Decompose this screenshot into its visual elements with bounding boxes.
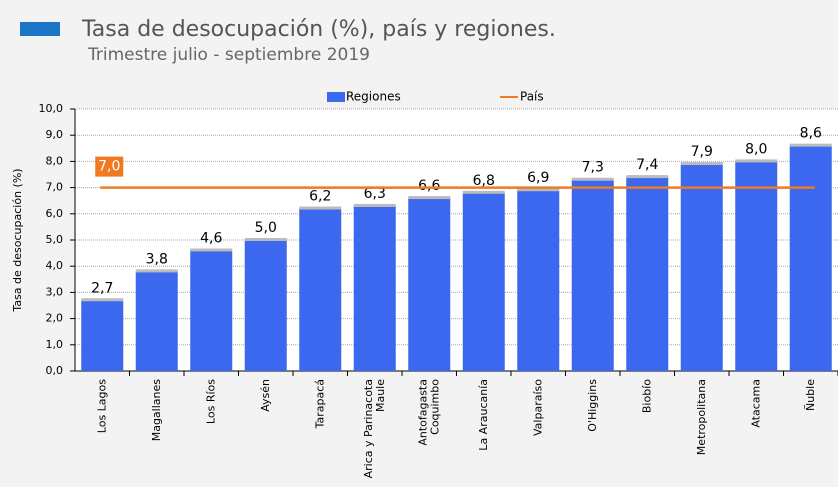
bar-highlight <box>680 162 723 166</box>
title-icon <box>20 22 60 36</box>
bar-highlight <box>190 248 233 252</box>
bar <box>789 145 832 371</box>
bar <box>135 271 178 371</box>
y-tick-label: 4,0 <box>46 259 64 272</box>
legend-label: Regiones <box>346 90 401 104</box>
x-tick-label: Coquimbo <box>428 379 441 435</box>
x-tick-label: Los Lagos <box>95 379 108 433</box>
bar-highlight <box>626 175 669 179</box>
value-label: 7,9 <box>691 144 713 160</box>
bar <box>81 300 124 371</box>
x-tick-label: Arica y Parinacota <box>362 379 375 478</box>
x-tick-label: La Araucanía <box>477 379 490 451</box>
y-tick-label: 3,0 <box>46 285 64 298</box>
x-tick-label: Aysén <box>259 379 272 412</box>
bar-highlight <box>81 298 124 302</box>
bar <box>680 164 723 371</box>
bar <box>735 161 778 371</box>
value-label: 7,4 <box>636 157 658 173</box>
y-tick-label: 8,0 <box>46 154 64 167</box>
bar-highlight <box>571 177 614 181</box>
x-tick-label: Atacama <box>749 379 762 428</box>
value-label: 3,8 <box>146 251 168 267</box>
bar <box>626 177 669 371</box>
bar <box>190 250 233 371</box>
bar <box>462 192 505 371</box>
x-tick-label: Valparaíso <box>531 379 544 436</box>
bar-highlight <box>244 238 287 241</box>
x-tick-label: Antofagasta <box>416 379 429 446</box>
bar <box>408 198 451 371</box>
reference-label-box <box>95 156 124 177</box>
bar-highlight <box>299 206 342 210</box>
chart-subtitle: Trimestre julio - septiembre 2019 <box>87 45 370 65</box>
y-tick-label: 7,0 <box>46 181 64 194</box>
bar <box>299 208 342 371</box>
bar-highlight <box>135 269 178 273</box>
bar-highlight <box>353 203 396 207</box>
bar-highlight <box>789 143 832 147</box>
bar <box>353 205 396 371</box>
legend-label: País <box>520 90 544 104</box>
value-label: 6,3 <box>364 186 386 202</box>
x-tick-label: Maule <box>374 379 387 412</box>
y-tick-label: 9,0 <box>46 128 64 141</box>
bar <box>517 190 560 371</box>
x-tick-label: Ñuble <box>804 379 817 411</box>
value-label: 6,9 <box>527 170 549 186</box>
y-tick-label: 5,0 <box>46 233 64 246</box>
y-tick-label: 6,0 <box>46 207 64 220</box>
value-label: 6,8 <box>473 173 495 189</box>
y-tick-label: 2,0 <box>46 312 64 325</box>
reference-label: 7,0 <box>98 159 120 175</box>
legend-swatch <box>327 92 345 102</box>
y-tick-label: 1,0 <box>46 338 64 351</box>
bar-highlight <box>462 190 505 194</box>
x-tick-label: Metropolitana <box>695 379 708 455</box>
value-label: 6,6 <box>418 178 440 194</box>
bar <box>571 179 614 371</box>
y-tick-label: 10,0 <box>39 102 64 115</box>
value-label: 8,6 <box>800 126 822 142</box>
bar-highlight <box>408 196 451 200</box>
x-tick-label: Magallanes <box>150 379 163 442</box>
value-label: 8,0 <box>745 141 767 157</box>
x-tick-label: Los Ríos <box>204 379 217 424</box>
y-tick-label: 0,0 <box>46 364 64 377</box>
value-label: 6,2 <box>309 189 331 205</box>
bar-highlight <box>735 159 778 163</box>
x-tick-label: O'Higgins <box>586 379 599 432</box>
x-tick-label: Tarapacá <box>313 379 326 429</box>
value-label: 7,3 <box>582 160 604 176</box>
bar-highlight <box>517 188 560 192</box>
y-axis-label: Tasa de desocupación (%) <box>11 168 24 312</box>
bar <box>244 240 287 371</box>
x-tick-label: Biobío <box>640 379 653 413</box>
value-label: 2,7 <box>91 280 113 296</box>
value-label: 5,0 <box>255 220 277 236</box>
chart-title: Tasa de desocupación (%), país y regione… <box>81 17 556 42</box>
value-label: 4,6 <box>200 230 222 246</box>
